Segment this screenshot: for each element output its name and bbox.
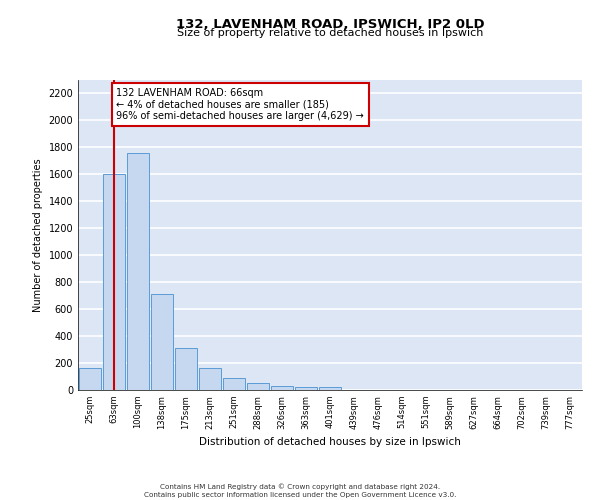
Bar (103, 174, 125, 390)
X-axis label: Distribution of detached houses by size in Ipswich: Distribution of detached houses by size … (199, 437, 461, 447)
Y-axis label: Number of detached properties: Number of detached properties (33, 158, 43, 312)
Bar (175, 348, 197, 390)
Text: Size of property relative to detached houses in Ipswich: Size of property relative to detached ho… (177, 28, 483, 38)
Bar (319, 388, 341, 390)
Bar (223, 378, 245, 390)
Text: 132, LAVENHAM ROAD, IPSWICH, IP2 0LD: 132, LAVENHAM ROAD, IPSWICH, IP2 0LD (176, 18, 484, 30)
Text: Contains HM Land Registry data © Crown copyright and database right 2024.
Contai: Contains HM Land Registry data © Crown c… (144, 484, 456, 498)
Bar (271, 386, 293, 390)
Bar (199, 368, 221, 390)
Bar (247, 384, 269, 390)
Bar (127, 153, 149, 390)
Bar (295, 386, 317, 390)
Bar (79, 368, 101, 390)
Bar (151, 294, 173, 390)
Text: 132 LAVENHAM ROAD: 66sqm
← 4% of detached houses are smaller (185)
96% of semi-d: 132 LAVENHAM ROAD: 66sqm ← 4% of detache… (116, 88, 364, 122)
